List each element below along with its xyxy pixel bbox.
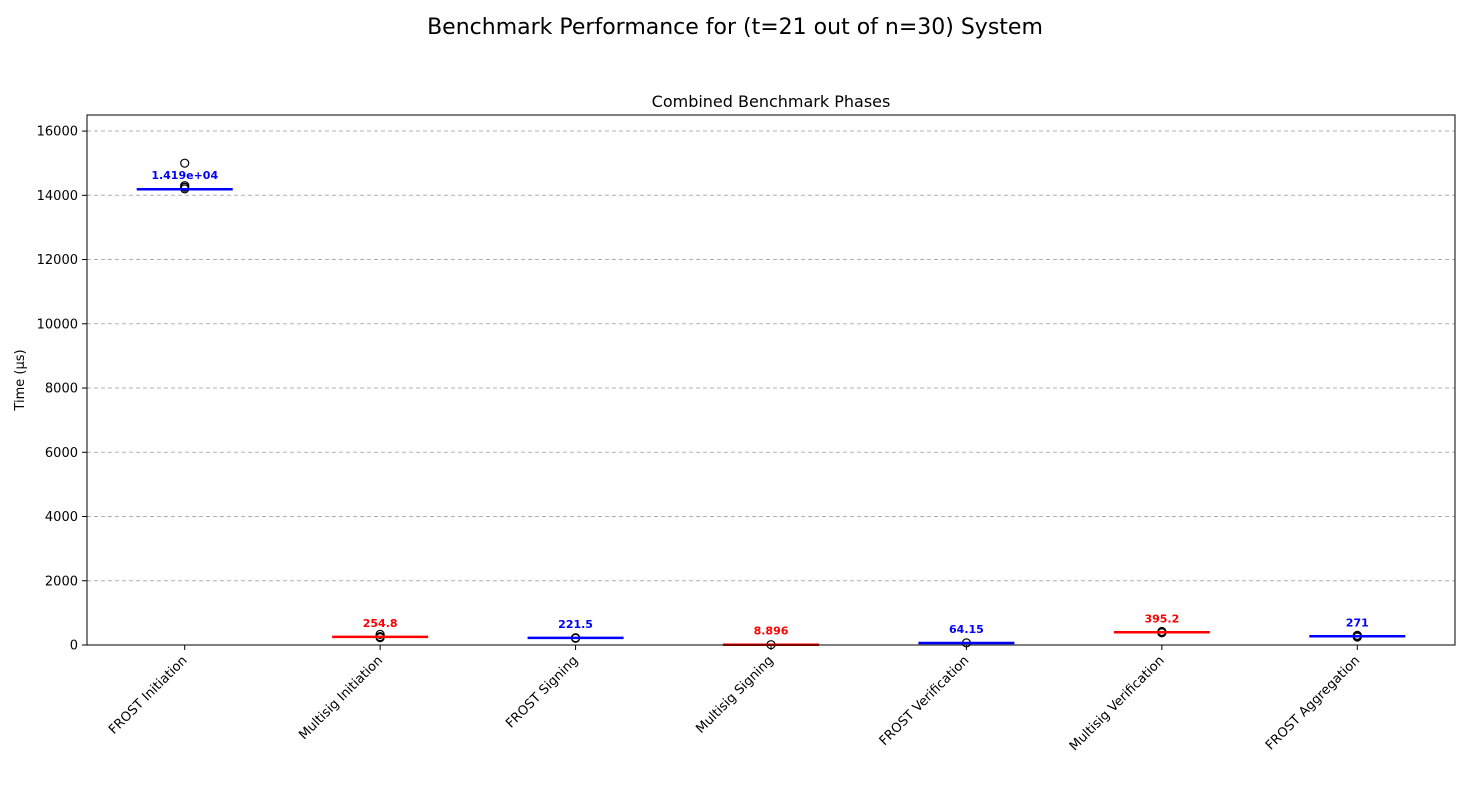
x-axis-ticks: FROST Initiation Multisig Initiation FROST… — [106, 645, 1363, 754]
y-tick-label: 14000 — [37, 189, 78, 204]
y-tick-label: 8000 — [45, 382, 78, 397]
x-tick-label: FROST Aggregation — [1263, 653, 1363, 753]
y-tick-label: 4000 — [45, 510, 78, 525]
x-tick-label: FROST Signing — [503, 653, 581, 731]
y-axis-label: Time (μs) — [13, 349, 28, 411]
median-data-label: 64.15 — [949, 623, 984, 636]
median-data-label: 8.896 — [754, 625, 789, 638]
x-tick-label: FROST Verification — [877, 653, 973, 749]
chart-title: Combined Benchmark Phases — [652, 92, 891, 111]
y-tick-label: 6000 — [45, 446, 78, 461]
y-tick-label: 0 — [70, 639, 78, 654]
median-data-label: 395.2 — [1144, 612, 1179, 625]
y-tick-label: 2000 — [45, 574, 78, 589]
chart-suptitle: Benchmark Performance for (t=21 out of n… — [427, 15, 1043, 40]
y-tick-label: 10000 — [37, 317, 78, 332]
x-tick-label: FROST Initiation — [106, 653, 190, 737]
median-data-label: 221.5 — [558, 618, 593, 631]
median-data-label: 271 — [1346, 616, 1369, 629]
box-group: 271 — [1309, 616, 1406, 642]
box-group: 64.15 — [918, 623, 1015, 648]
plot-area-frame — [86, 114, 1456, 646]
y-axis-ticks: 0 2000 4000 6000 8000 10000 12000 14000 16000 — [37, 125, 87, 654]
box-group: 254.8 — [332, 617, 429, 643]
y-tick-label: 16000 — [37, 125, 78, 140]
median-data-label: 254.8 — [363, 617, 398, 630]
x-tick-label: Multisig Signing — [693, 653, 776, 736]
median-data-label: 1.419e+04 — [151, 169, 218, 182]
outlier-point — [180, 158, 190, 168]
x-tick-label: Multisig Verification — [1067, 653, 1168, 754]
box-group: 1.419e+04 — [136, 158, 233, 194]
grid-lines — [87, 130, 1455, 582]
box-plot-marks: 1.419e+04 254.8 221.5 8.896 64.15 395.2 271 — [136, 158, 1406, 650]
box-group: 221.5 — [527, 618, 624, 643]
y-tick-label: 12000 — [37, 253, 78, 268]
x-tick-label: Multisig Initiation — [296, 653, 386, 743]
box-group: 395.2 — [1113, 612, 1210, 638]
